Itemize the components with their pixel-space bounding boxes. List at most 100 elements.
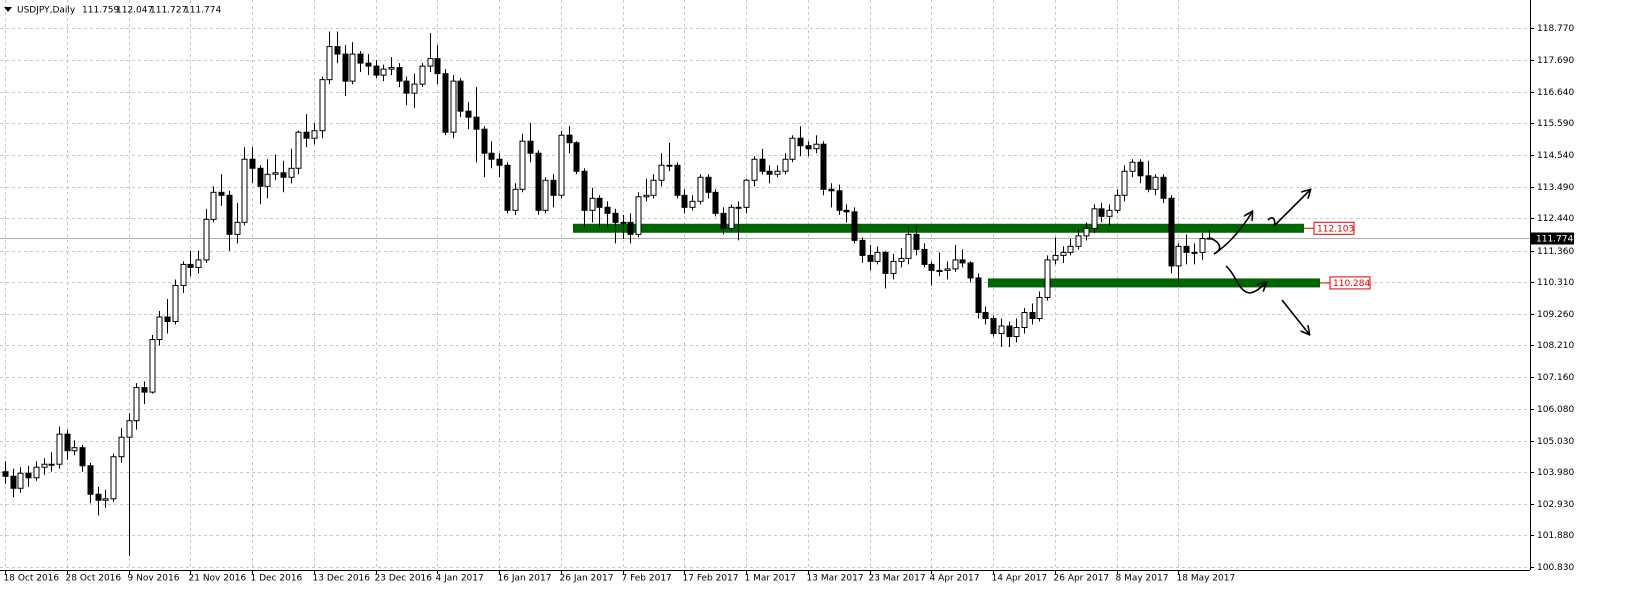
candle-body — [867, 254, 874, 262]
candle-body — [48, 463, 55, 466]
current-price-label: 111.774 — [1536, 235, 1573, 245]
candle-body — [666, 164, 673, 167]
arrow-up-1 — [1209, 212, 1252, 255]
candle-body — [519, 140, 526, 190]
candle-body — [751, 158, 758, 181]
candle-body — [874, 251, 881, 262]
candle-body — [373, 65, 380, 76]
candle-body — [33, 466, 40, 479]
candle-body — [681, 194, 688, 208]
candle-body — [1083, 227, 1090, 237]
candle-body — [1129, 161, 1136, 172]
level-label: 110.284 — [1333, 279, 1370, 289]
candle-body — [820, 143, 827, 190]
header: USDJPY,Daily 111.759 112.047 111.727 111… — [4, 6, 221, 16]
candle-body — [164, 316, 171, 323]
candle-body — [728, 206, 735, 229]
arrow-up-2 — [1267, 190, 1310, 227]
y-tick-label: 100.830 — [1537, 563, 1574, 573]
candle-body — [705, 176, 712, 193]
candle-body — [1160, 176, 1167, 199]
levels: 112.103 110.284 — [573, 221, 1371, 290]
candle-body — [1091, 208, 1098, 229]
x-tick-label: 9 Nov 2016 — [128, 574, 180, 584]
candle-body — [882, 251, 889, 274]
candle-body — [936, 269, 943, 272]
candle-body — [457, 80, 464, 112]
candle-body — [759, 158, 766, 172]
candle-body — [126, 420, 133, 438]
candle-body — [295, 131, 302, 169]
candle-body — [481, 128, 488, 154]
candle-body — [311, 130, 318, 139]
candle-body — [975, 277, 982, 313]
candle-body — [596, 197, 603, 208]
candle-body — [843, 209, 850, 213]
header-open: 111.759 — [82, 6, 119, 16]
candle-body — [56, 433, 63, 465]
candle-body — [913, 233, 920, 250]
candle-body — [612, 212, 619, 223]
candle-body — [635, 196, 642, 235]
candle-body — [1006, 325, 1013, 338]
candle-body — [697, 176, 704, 202]
x-tick-label: 21 Nov 2016 — [189, 574, 247, 584]
x-tick-label: 4 Apr 2017 — [930, 574, 980, 584]
level-band — [573, 223, 1304, 233]
y-tick-label: 112.440 — [1537, 214, 1574, 224]
candle-body — [234, 221, 241, 235]
candle-body — [1175, 245, 1182, 267]
y-tick-label: 106.080 — [1537, 405, 1574, 415]
candle-body — [334, 46, 341, 55]
candle-body — [71, 447, 78, 452]
candle-body — [419, 65, 426, 85]
candle-body — [998, 325, 1005, 335]
candle-body — [1191, 251, 1198, 254]
x-tick-label: 14 Apr 2017 — [992, 574, 1048, 584]
candle-body — [558, 134, 565, 196]
candle-body — [1114, 194, 1121, 211]
candle-body — [905, 233, 912, 259]
candle-body — [465, 110, 472, 118]
x-tick-label: 8 May 2017 — [1116, 574, 1169, 584]
candle-body — [658, 164, 665, 181]
candle-body — [102, 498, 109, 501]
current-price-box — [1530, 232, 1574, 245]
candle-body — [1036, 296, 1043, 320]
candle-body — [797, 137, 804, 147]
candle-body — [1168, 197, 1175, 267]
candle-body — [349, 53, 356, 82]
candle-body — [1044, 259, 1051, 298]
candle-body — [25, 472, 32, 479]
candle-body — [210, 191, 217, 220]
candle-body — [434, 58, 441, 75]
candle-body — [110, 456, 117, 500]
x-tick-label: 26 Jan 2017 — [560, 574, 614, 584]
y-tick-label: 107.160 — [1537, 373, 1574, 383]
candle-body — [488, 152, 495, 160]
x-tick-label: 7 Feb 2017 — [622, 574, 672, 584]
candle-body — [403, 80, 410, 94]
candle-body — [87, 465, 94, 495]
candle-body — [427, 58, 434, 67]
candle-body — [504, 164, 511, 211]
candle-body — [813, 143, 820, 150]
candle-body — [851, 211, 858, 241]
candle-body — [496, 158, 503, 166]
x-tick-label: 13 Mar 2017 — [807, 574, 864, 584]
candle-body — [1075, 235, 1082, 247]
candle-body — [952, 259, 959, 270]
candle-body — [64, 433, 71, 452]
candle-body — [1106, 209, 1113, 217]
candle-body — [1060, 251, 1067, 256]
candle-body — [643, 194, 650, 198]
candle-body — [550, 179, 557, 196]
y-tick-label: 101.880 — [1537, 531, 1574, 541]
candle-body — [890, 260, 897, 274]
candle-body — [898, 257, 905, 262]
candle-body — [589, 197, 596, 211]
candle-body — [928, 263, 935, 271]
candle-body — [859, 239, 866, 256]
y-tick-label: 108.210 — [1537, 341, 1574, 351]
